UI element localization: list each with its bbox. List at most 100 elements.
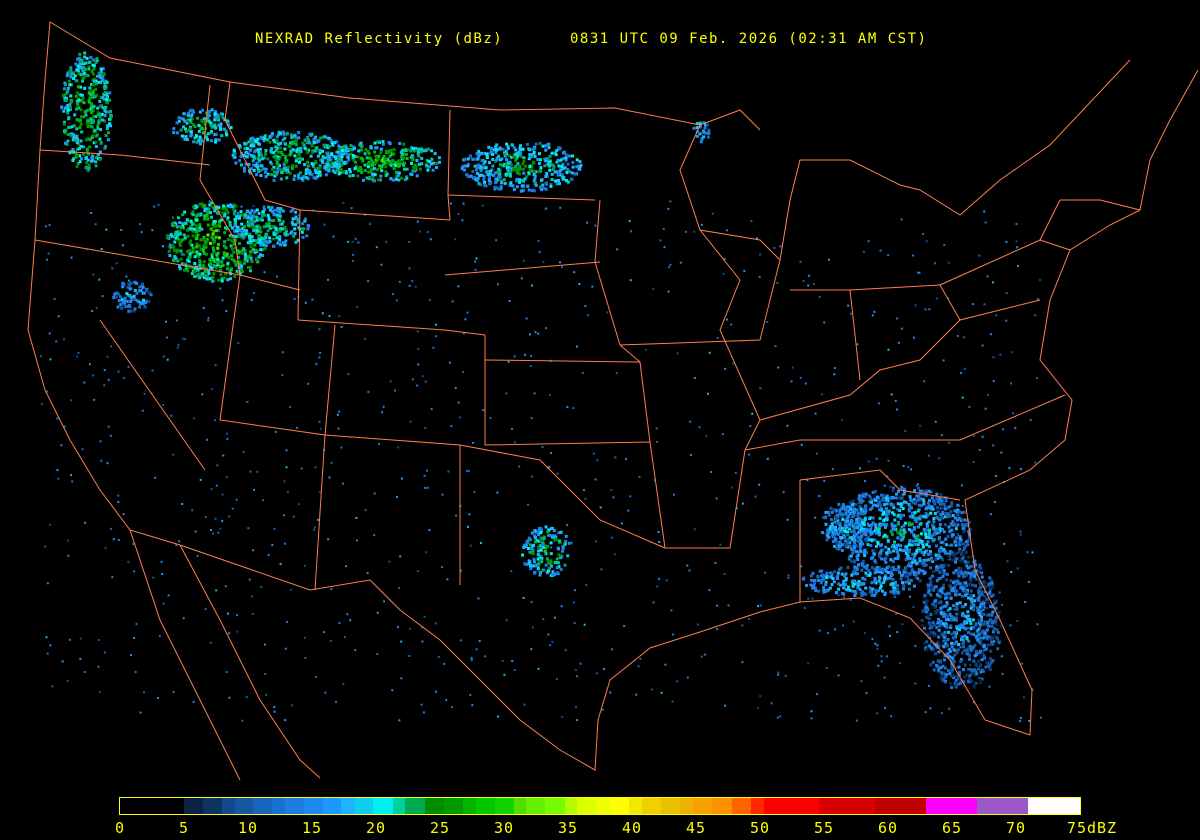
echo-pixel <box>995 623 999 626</box>
echo-pixel <box>921 622 925 626</box>
echo-pixel <box>203 123 207 126</box>
echo-pixel <box>204 270 208 274</box>
echo-pixel <box>839 544 843 548</box>
echo-pixel <box>532 152 536 156</box>
echo-pixel <box>986 635 990 639</box>
echo-pixel <box>202 244 206 247</box>
echo-pixel <box>209 266 213 269</box>
echo-pixel <box>826 528 829 532</box>
echo-pixel <box>891 582 895 586</box>
echo-pixel <box>57 315 60 318</box>
echo-pixel <box>615 372 618 375</box>
echo-pixel <box>198 135 202 139</box>
echo-pixel <box>265 233 269 237</box>
echo-pixel <box>982 601 986 605</box>
echo-pixel <box>474 260 477 263</box>
echo-pixel <box>837 582 840 586</box>
echo-pixel <box>285 466 288 469</box>
echo-pixel <box>913 514 916 517</box>
echo-pixel <box>267 205 271 209</box>
echo-pixel <box>913 554 917 558</box>
echo-pixel <box>202 245 206 249</box>
echo-pixel <box>96 74 99 78</box>
echo-pixel <box>63 83 67 87</box>
echo-pixel <box>400 155 404 158</box>
echo-pixel <box>200 227 204 231</box>
echo-pixel <box>257 158 261 162</box>
echo-pixel <box>240 213 244 217</box>
echo-pixel <box>310 162 314 166</box>
echo-pixel <box>943 515 947 519</box>
echo-pixel <box>74 62 78 66</box>
echo-pixel <box>698 426 701 429</box>
echo-pixel <box>892 513 896 517</box>
echo-pixel <box>805 584 809 587</box>
echo-pixel <box>198 142 202 146</box>
echo-pixel <box>227 612 230 615</box>
echo-pixel <box>986 623 990 626</box>
echo-pixel <box>953 557 957 561</box>
echo-pixel <box>523 703 526 706</box>
echo-pixel <box>978 613 982 617</box>
echo-pixel <box>911 515 915 519</box>
echo-pixel <box>558 182 561 186</box>
echo-pixel <box>222 252 226 256</box>
echo-pixel <box>933 651 937 655</box>
echo-pixel <box>344 170 348 173</box>
echo-pixel <box>338 164 342 168</box>
echo-pixel <box>318 148 322 152</box>
echo-pixel <box>321 159 325 163</box>
echo-pixel <box>367 160 371 164</box>
echo-pixel <box>337 172 341 176</box>
echo-pixel <box>297 221 301 225</box>
echo-pixel <box>982 622 986 626</box>
echo-pixel <box>946 615 950 619</box>
echo-pixel <box>910 522 914 526</box>
echo-pixel <box>225 208 229 212</box>
echo-pixel <box>902 487 906 491</box>
echo-pixel <box>885 516 889 520</box>
echo-pixel <box>924 563 928 567</box>
echo-pixel <box>940 434 943 436</box>
echo-pixel <box>976 638 979 642</box>
echo-pixel <box>980 615 983 619</box>
echo-pixel <box>945 644 949 648</box>
echo-pixel <box>335 150 339 154</box>
echo-pixel <box>938 497 942 501</box>
echo-pixel <box>952 660 956 663</box>
echo-pixel <box>283 232 287 236</box>
echo-pixel <box>919 504 923 508</box>
echo-pixel <box>315 146 319 150</box>
echo-pixel <box>354 160 358 164</box>
echo-pixel <box>997 612 1001 616</box>
echo-pixel <box>810 578 814 582</box>
echo-pixel <box>79 157 83 161</box>
echo-pixel <box>66 111 70 115</box>
echo-pixel <box>880 567 884 571</box>
echo-pixel <box>328 476 331 479</box>
echo-pixel <box>639 657 642 660</box>
echo-pixel <box>101 106 105 110</box>
echo-pixel <box>305 234 309 238</box>
echo-pixel <box>297 226 301 229</box>
echo-pixel <box>206 217 210 221</box>
echo-pixel <box>87 100 91 104</box>
echo-pixel <box>979 623 983 627</box>
echo-pixel <box>229 277 232 281</box>
echo-pixel <box>962 530 966 533</box>
echo-pixel <box>1005 292 1008 295</box>
echo-pixel <box>94 79 98 83</box>
echo-pixel <box>270 162 274 166</box>
echo-pixel <box>96 126 100 130</box>
echo-pixel <box>394 177 398 181</box>
echo-pixel <box>365 176 369 180</box>
echo-pixel <box>68 83 72 87</box>
echo-pixel <box>429 238 432 241</box>
echo-pixel <box>303 636 306 639</box>
echo-pixel <box>840 549 844 552</box>
echo-pixel <box>553 151 557 155</box>
echo-pixel <box>483 160 487 164</box>
echo-pixel <box>65 74 69 78</box>
echo-pixel <box>98 105 102 109</box>
echo-pixel <box>884 556 888 560</box>
